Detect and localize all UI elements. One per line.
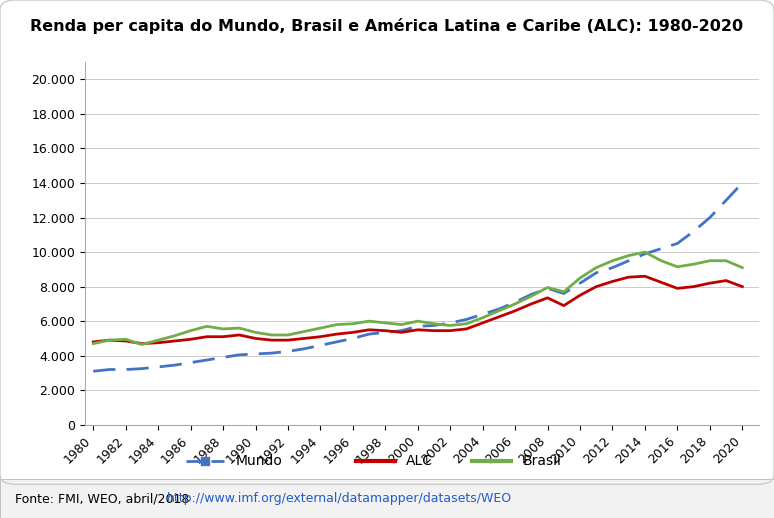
- Text: Renda per capita do Mundo, Brasil e América Latina e Caribe (ALC): 1980-2020: Renda per capita do Mundo, Brasil e Amér…: [30, 18, 744, 34]
- FancyBboxPatch shape: [0, 479, 774, 518]
- Text: ALC: ALC: [406, 454, 433, 468]
- Text: http://www.imf.org/external/datamapper/datasets/WEO: http://www.imf.org/external/datamapper/d…: [166, 492, 512, 505]
- Text: Fonte: FMI, WEO, abril/2018: Fonte: FMI, WEO, abril/2018: [15, 492, 194, 505]
- Text: Brasil: Brasil: [522, 454, 561, 468]
- Text: Mundo: Mundo: [236, 454, 283, 468]
